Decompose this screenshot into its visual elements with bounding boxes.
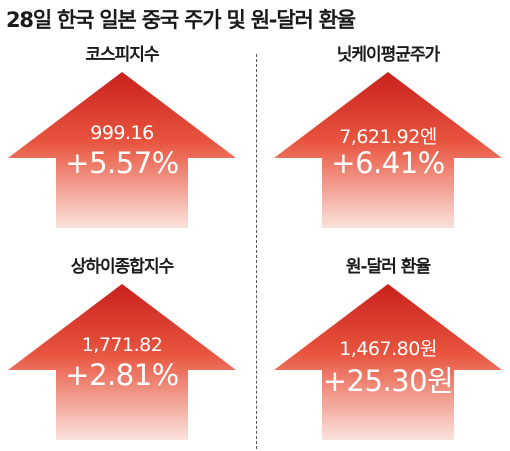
index-value: 999.16 [90, 122, 154, 144]
center-divider [256, 54, 257, 449]
page-title: 28일 한국 일본 중국 주가 및 원-달러 환율 [6, 8, 356, 32]
index-change: +6.41% [331, 146, 445, 180]
up-arrow-icon [8, 72, 236, 228]
panel-label: 닛케이평균주가 [336, 45, 440, 65]
panel-kospi: 코스피지수 999.16 +5.57% [6, 40, 238, 230]
index-change: +25.30원 [322, 364, 454, 398]
index-change: +5.57% [65, 146, 179, 180]
panel-label: 코스피지수 [85, 45, 159, 65]
index-value: 7,621.92엔 [339, 126, 437, 148]
panel-shanghai: 상하이종합지수 1,771.82 +2.81% [6, 252, 238, 442]
up-arrow-icon [274, 72, 502, 228]
up-arrow-icon [8, 284, 236, 440]
panel-won-dollar: 원-달러 환율 1,467.80원 +25.30원 [272, 252, 504, 442]
index-value: 1,467.80원 [339, 338, 437, 360]
panel-label: 상하이종합지수 [70, 257, 174, 277]
panel-label: 원-달러 환율 [345, 257, 431, 277]
up-arrow-icon [274, 284, 502, 440]
index-value: 1,771.82 [81, 334, 163, 356]
index-change: +2.81% [65, 358, 179, 392]
panel-nikkei: 닛케이평균주가 7,621.92엔 +6.41% [272, 40, 504, 230]
